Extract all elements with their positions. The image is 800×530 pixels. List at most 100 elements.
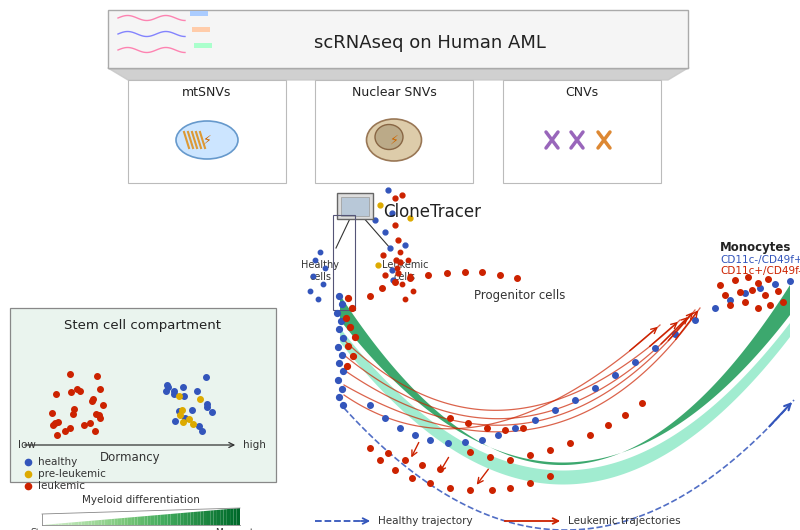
Polygon shape [223, 509, 227, 525]
Polygon shape [72, 522, 75, 525]
Polygon shape [114, 518, 118, 525]
Polygon shape [105, 519, 108, 525]
Text: ⚡: ⚡ [202, 134, 211, 146]
Polygon shape [164, 514, 167, 525]
Polygon shape [161, 515, 164, 525]
Text: Leukemic
cells: Leukemic cells [382, 260, 428, 281]
Polygon shape [69, 523, 72, 525]
Text: Healthy trajectory: Healthy trajectory [378, 516, 473, 526]
Polygon shape [82, 522, 85, 525]
FancyBboxPatch shape [128, 80, 286, 183]
Text: pre-leukemic: pre-leukemic [38, 469, 106, 479]
Text: CloneTracer: CloneTracer [383, 203, 481, 221]
Polygon shape [122, 518, 125, 525]
Polygon shape [134, 517, 138, 525]
Polygon shape [187, 513, 190, 525]
FancyBboxPatch shape [194, 43, 212, 48]
Polygon shape [102, 519, 105, 525]
Text: Healthy
cells: Healthy cells [301, 260, 339, 281]
Polygon shape [111, 519, 114, 525]
Polygon shape [91, 520, 94, 525]
Polygon shape [167, 514, 170, 525]
Text: Stem cell compartment: Stem cell compartment [65, 319, 222, 331]
Text: Stem
cells: Stem cells [30, 528, 54, 530]
Text: Monocytes: Monocytes [216, 528, 264, 530]
FancyBboxPatch shape [10, 308, 276, 482]
Text: Progenitor cells: Progenitor cells [474, 288, 566, 302]
Text: ⚡: ⚡ [390, 134, 398, 146]
Polygon shape [197, 511, 200, 525]
Polygon shape [194, 511, 197, 525]
FancyBboxPatch shape [337, 193, 373, 219]
Polygon shape [174, 514, 178, 525]
Ellipse shape [366, 119, 422, 161]
Polygon shape [340, 285, 790, 465]
Text: Nuclear SNVs: Nuclear SNVs [352, 86, 436, 100]
Polygon shape [65, 523, 69, 525]
Ellipse shape [375, 125, 403, 149]
Polygon shape [108, 519, 111, 525]
Polygon shape [108, 67, 688, 68]
Polygon shape [108, 68, 688, 80]
Text: high: high [243, 440, 266, 450]
Polygon shape [85, 521, 88, 525]
Polygon shape [147, 516, 151, 525]
Polygon shape [227, 509, 230, 525]
Polygon shape [230, 509, 234, 525]
Polygon shape [181, 513, 184, 525]
Text: Monocytes: Monocytes [720, 242, 791, 254]
Polygon shape [144, 516, 147, 525]
Polygon shape [237, 508, 240, 525]
Text: Dormancy: Dormancy [100, 452, 160, 464]
Text: Leukemic trajectories: Leukemic trajectories [568, 516, 681, 526]
Polygon shape [138, 517, 141, 525]
Polygon shape [178, 513, 181, 525]
Text: leukemic: leukemic [38, 481, 85, 491]
Polygon shape [190, 512, 194, 525]
FancyBboxPatch shape [190, 11, 208, 16]
Polygon shape [46, 524, 49, 525]
Polygon shape [131, 517, 134, 525]
Polygon shape [125, 518, 128, 525]
Polygon shape [207, 510, 210, 525]
Polygon shape [210, 510, 214, 525]
Polygon shape [154, 515, 158, 525]
Polygon shape [170, 514, 174, 525]
Text: CD11c+/CD49f-: CD11c+/CD49f- [720, 266, 800, 276]
Text: CD11c-/CD49f+: CD11c-/CD49f+ [720, 255, 800, 265]
Polygon shape [58, 523, 62, 525]
Polygon shape [200, 511, 204, 525]
Polygon shape [55, 524, 58, 525]
Polygon shape [118, 518, 122, 525]
FancyBboxPatch shape [341, 197, 369, 216]
Polygon shape [88, 521, 91, 525]
Text: scRNAseq on Human AML: scRNAseq on Human AML [314, 34, 546, 52]
FancyBboxPatch shape [108, 10, 688, 68]
FancyBboxPatch shape [192, 27, 210, 32]
Polygon shape [214, 510, 217, 525]
Polygon shape [94, 520, 98, 525]
Text: mtSNVs: mtSNVs [182, 86, 232, 100]
Text: low: low [18, 440, 36, 450]
Ellipse shape [176, 121, 238, 159]
Polygon shape [217, 510, 220, 525]
Polygon shape [49, 524, 52, 525]
Text: CNVs: CNVs [566, 86, 598, 100]
Polygon shape [234, 508, 237, 525]
Polygon shape [204, 511, 207, 525]
Polygon shape [75, 522, 78, 525]
Polygon shape [52, 524, 55, 525]
Polygon shape [62, 523, 65, 525]
FancyBboxPatch shape [503, 80, 661, 183]
Polygon shape [141, 516, 144, 525]
Polygon shape [128, 517, 131, 525]
Polygon shape [78, 522, 82, 525]
Polygon shape [340, 323, 790, 484]
Polygon shape [151, 515, 154, 525]
FancyBboxPatch shape [315, 80, 473, 183]
Polygon shape [220, 509, 223, 525]
Polygon shape [184, 513, 187, 525]
Polygon shape [98, 520, 102, 525]
Polygon shape [158, 515, 161, 525]
Text: healthy: healthy [38, 457, 78, 467]
